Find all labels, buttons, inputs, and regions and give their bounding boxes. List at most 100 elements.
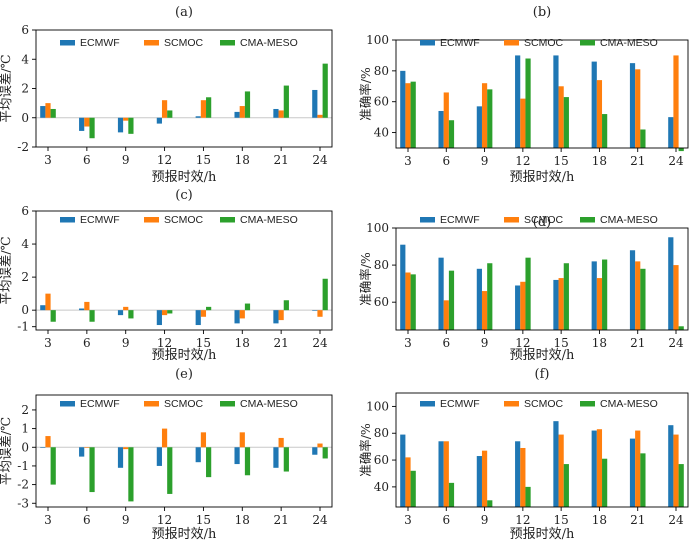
y-tick-label: 2 <box>21 82 29 96</box>
bar-cma-meso-3 <box>410 274 416 330</box>
legend-label-ecmwf: ECMWF <box>440 37 480 49</box>
bar-scmoc-21 <box>278 437 284 448</box>
legend-swatch-scmoc <box>144 40 159 46</box>
x-axis-label: 预报时效/h <box>510 527 575 542</box>
bar-scmoc-3 <box>405 83 411 148</box>
bar-scmoc-9 <box>481 83 488 148</box>
bar-scmoc-3 <box>45 436 51 448</box>
legend-swatch-scmoc <box>144 401 159 407</box>
x-tick-label: 21 <box>630 154 645 168</box>
y-tick-label: 0 <box>21 303 29 317</box>
bar-scmoc-9 <box>481 291 488 330</box>
y-tick-label: 60 <box>374 95 389 109</box>
bar-cma-meso-12 <box>525 58 531 149</box>
bar-scmoc-21 <box>635 261 641 330</box>
legend-label-scmoc: SCMOC <box>524 398 564 410</box>
bar-cma-meso-21 <box>283 447 289 472</box>
bar-cma-meso-21 <box>283 85 289 118</box>
bar-scmoc-6 <box>443 300 449 330</box>
bar-cma-meso-3 <box>50 310 56 322</box>
x-tick-label: 3 <box>44 153 52 167</box>
bar-ecmwf-24 <box>312 447 318 455</box>
x-tick-label: 18 <box>235 153 250 167</box>
x-tick-label: 9 <box>481 154 489 168</box>
x-axis-label: 预报时效/h <box>152 527 217 542</box>
x-tick-label: 6 <box>83 153 91 167</box>
plot-frame <box>395 227 689 331</box>
bar-scmoc-24 <box>317 310 323 317</box>
legend-label-ecmwf: ECMWF <box>440 214 480 226</box>
bar-ecmwf-15 <box>195 447 201 463</box>
bar-scmoc-21 <box>635 69 641 148</box>
y-tick-label: 0 <box>21 111 29 125</box>
x-tick-label: 12 <box>515 336 530 350</box>
bar-scmoc-12 <box>161 310 168 316</box>
legend-swatch-scmoc <box>504 40 519 46</box>
bar-ecmwf-3 <box>40 305 46 311</box>
bar-cma-meso-24 <box>678 464 684 507</box>
y-tick-label: 6 <box>21 204 29 218</box>
bar-ecmwf-15 <box>553 279 559 330</box>
plot-frame <box>35 210 333 331</box>
bar-ecmwf-12 <box>515 55 521 148</box>
bar-ecmwf-18 <box>234 310 240 324</box>
bar-cma-meso-24 <box>678 148 684 152</box>
bar-cma-meso-12 <box>525 257 531 330</box>
y-tick-label: 4 <box>21 52 29 66</box>
bar-scmoc-12 <box>520 447 526 507</box>
bar-scmoc-6 <box>443 441 449 507</box>
x-tick-label: 6 <box>442 154 450 168</box>
bar-scmoc-24 <box>673 265 679 330</box>
y-tick-label: 1 <box>21 422 29 436</box>
panel-title: (a) <box>175 5 193 20</box>
y-tick-label: -2 <box>17 478 29 492</box>
x-tick-label: 9 <box>481 336 489 350</box>
bar-ecmwf-21 <box>629 63 636 149</box>
y-tick-label: 60 <box>374 295 389 309</box>
x-tick-label: 18 <box>235 513 250 527</box>
bar-cma-meso-18 <box>244 303 251 311</box>
panel-title: (e) <box>175 367 193 382</box>
bar-cma-meso-9 <box>487 500 493 507</box>
legend-swatch-ecmwf <box>60 217 75 223</box>
bar-ecmwf-3 <box>400 434 406 507</box>
bar-scmoc-15 <box>558 86 564 148</box>
bar-scmoc-18 <box>596 278 603 330</box>
y-tick-label: 80 <box>374 426 389 440</box>
x-tick-label: 21 <box>630 336 645 350</box>
x-tick-label: 12 <box>157 153 172 167</box>
y-axis-label: 准确率/% <box>358 423 373 477</box>
x-tick-label: 12 <box>157 513 172 527</box>
legend-label-cma-meso: CMA-MESO <box>600 37 658 49</box>
y-tick-label: 100 <box>366 221 389 235</box>
y-tick-label: 60 <box>374 453 389 467</box>
plot-frame <box>395 392 689 508</box>
bar-cma-meso-18 <box>602 259 608 330</box>
x-tick-label: 3 <box>44 336 52 350</box>
x-tick-label: 15 <box>196 336 211 350</box>
bar-scmoc-18 <box>596 80 603 148</box>
bar-cma-meso-24 <box>322 447 328 459</box>
bar-ecmwf-6 <box>79 308 85 311</box>
x-axis-label: 预报时效/h <box>152 170 217 185</box>
x-tick-label: 18 <box>592 336 607 350</box>
y-tick-label: 100 <box>366 33 389 47</box>
bar-cma-meso-21 <box>283 300 289 311</box>
legend-swatch-scmoc <box>144 217 159 223</box>
bar-cma-meso-15 <box>563 97 569 148</box>
legend-label-cma-meso: CMA-MESO <box>600 214 658 226</box>
bar-cma-meso-21 <box>640 268 646 330</box>
panel-title: (d) <box>533 215 551 230</box>
x-tick-label: 6 <box>442 336 450 350</box>
legend-label-ecmwf: ECMWF <box>80 398 120 410</box>
bar-scmoc-3 <box>405 272 411 330</box>
x-tick-label: 3 <box>44 513 52 527</box>
bar-cma-meso-6 <box>448 120 455 148</box>
x-axis-label: 预报时效/h <box>510 348 575 363</box>
legend-label-scmoc: SCMOC <box>524 37 564 49</box>
legend-swatch-cma-meso <box>580 217 595 223</box>
bar-ecmwf-15 <box>553 55 559 148</box>
bar-cma-meso-3 <box>410 81 416 148</box>
bar-cma-meso-9 <box>487 89 493 148</box>
